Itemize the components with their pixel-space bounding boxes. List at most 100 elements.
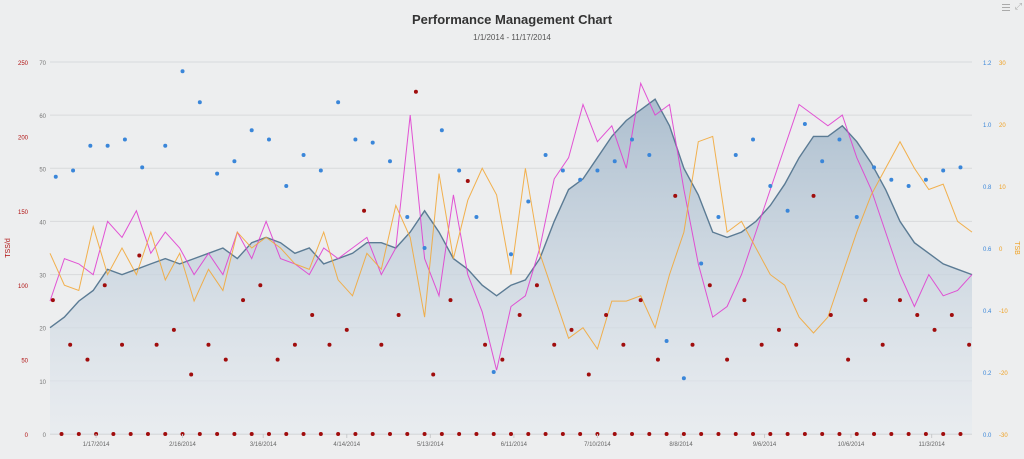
tss-axis-title: TSS/d — [5, 238, 12, 258]
if-point — [491, 370, 496, 374]
tss-point — [241, 298, 246, 303]
if-point — [854, 215, 859, 219]
fitness-axis-tick: 60 — [39, 114, 46, 120]
tsb-axis-tick: 30 — [999, 61, 1006, 67]
tss-point — [137, 253, 142, 258]
tss-point — [474, 432, 479, 436]
tss-point — [215, 432, 220, 436]
if-axis-tick: 1.2 — [983, 61, 992, 67]
tss-point — [828, 312, 833, 317]
if-point — [647, 153, 652, 157]
tss-point — [586, 372, 591, 377]
tss-point — [578, 432, 583, 436]
x-axis-tick: 10/6/2014 — [838, 442, 865, 448]
if-point — [681, 376, 686, 381]
fitness-axis-tick: 0 — [43, 433, 47, 439]
if-point — [353, 137, 358, 142]
menu-icon[interactable] — [1002, 4, 1010, 11]
fitness-axis-tick: 40 — [39, 220, 46, 226]
tss-point — [630, 432, 635, 436]
tss-point — [232, 432, 237, 436]
tss-point — [292, 342, 297, 347]
tss-point — [76, 432, 81, 436]
if-axis-tick: 1.0 — [983, 123, 992, 129]
tss-point — [543, 432, 548, 436]
tss-point — [517, 312, 522, 317]
if-point — [266, 137, 271, 142]
tss-point — [655, 357, 660, 362]
if-point — [215, 171, 220, 176]
tss-point — [967, 342, 972, 347]
tss-point — [258, 283, 263, 288]
if-point — [733, 153, 738, 157]
tss-point — [344, 327, 349, 332]
tss-point — [690, 342, 695, 347]
tss-point — [794, 342, 799, 347]
tss-point — [457, 432, 462, 436]
fitness-axis-tick: 20 — [39, 327, 46, 333]
tss-axis-tick: 200 — [18, 135, 29, 141]
tss-point — [785, 432, 790, 436]
fitness-line — [49, 98, 973, 329]
tss-point — [353, 432, 358, 436]
tss-point — [846, 357, 851, 362]
tss-point — [405, 432, 410, 436]
if-point — [105, 143, 110, 148]
tss-point — [301, 432, 306, 436]
if-point — [71, 168, 76, 173]
tsb-axis-tick: -10 — [999, 309, 1008, 315]
tss-point — [483, 342, 488, 347]
tsb-axis-tick: 20 — [999, 123, 1006, 129]
fitness-axis-tick: 70 — [39, 61, 46, 67]
tss-point — [284, 432, 289, 436]
if-point — [526, 199, 531, 204]
tsb-axis-tick: -20 — [999, 371, 1008, 377]
if-point — [232, 159, 237, 164]
tss-axis-tick: 50 — [21, 359, 28, 365]
if-point — [140, 165, 145, 170]
tss-point — [958, 432, 963, 436]
fitness-axis-tick: 30 — [39, 274, 46, 280]
tss-point — [318, 432, 323, 436]
chart-title: Performance Management Chart — [411, 12, 613, 27]
tss-point — [171, 327, 176, 332]
fitness-axis-tick: 10 — [39, 380, 46, 386]
if-axis-tick: 0.6 — [983, 247, 992, 253]
tss-point — [206, 342, 211, 347]
tss-point — [638, 298, 643, 303]
tss-point — [621, 342, 626, 347]
if-point — [578, 177, 583, 182]
tss-point — [569, 327, 574, 332]
if-point — [664, 339, 669, 343]
tss-point — [837, 432, 842, 436]
fitness-area — [50, 99, 972, 434]
tss-point — [154, 342, 159, 347]
x-axis-tick: 1/17/2014 — [83, 442, 110, 448]
if-point — [53, 174, 58, 179]
if-point — [336, 100, 341, 105]
tss-point — [431, 372, 436, 377]
if-point — [301, 153, 306, 157]
tss-point — [897, 298, 902, 303]
tss-point — [768, 432, 773, 436]
tss-point — [266, 432, 271, 436]
if-point — [509, 252, 513, 257]
if-point — [820, 159, 825, 164]
tss-point — [776, 327, 781, 332]
if-point — [387, 159, 392, 164]
tss-point — [915, 312, 920, 317]
fatigue-line — [49, 81, 973, 371]
if-point — [923, 177, 928, 182]
tss-point — [716, 432, 721, 436]
if-point — [439, 128, 444, 133]
tss-point — [612, 432, 617, 436]
tss-point — [128, 432, 133, 436]
tss-point — [699, 432, 704, 436]
if-point — [751, 137, 756, 142]
tss-point — [85, 357, 90, 362]
if-point — [630, 137, 635, 142]
expand-icon[interactable]: ⤢ — [1014, 2, 1022, 12]
tss-axis-tick: 150 — [18, 210, 29, 216]
